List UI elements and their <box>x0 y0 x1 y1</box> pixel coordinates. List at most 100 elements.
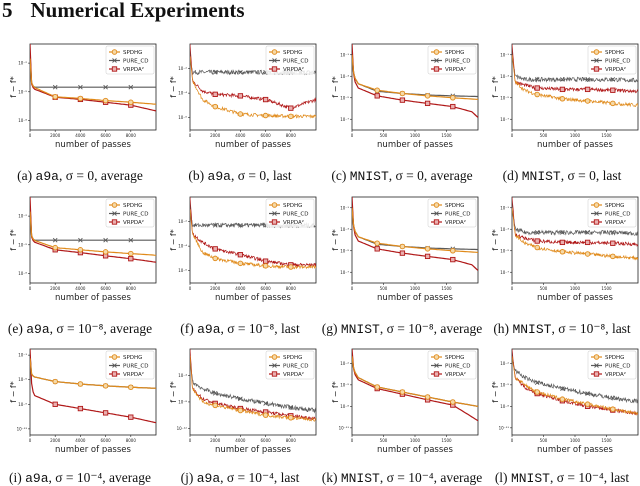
series-line-spdhg <box>352 54 478 100</box>
x-tick-label: 500 <box>540 286 548 291</box>
x-axis-label: number of passes <box>537 293 613 303</box>
marker-square <box>374 93 380 99</box>
x-tick-label: 4000 <box>75 438 86 443</box>
marker-circle <box>212 402 218 409</box>
subplot-caption: (i) a9a, σ = 10⁻⁴, average <box>9 470 151 486</box>
caption-dataset: a9a <box>35 169 59 184</box>
caption-mode: average <box>440 321 483 336</box>
marker-circle <box>593 49 600 55</box>
marker-circle <box>424 246 431 252</box>
caption-dataset: MNIST <box>521 169 561 184</box>
y-tick-label: 10⁻² <box>178 66 187 71</box>
marker-x <box>112 58 117 63</box>
x-tick-label: 6000 <box>101 286 112 291</box>
series-line-spdhg <box>352 207 478 253</box>
marker-square <box>128 256 134 262</box>
legend-label: SPDHG <box>123 50 142 56</box>
series-line-spdhg <box>512 207 638 261</box>
series-line-pure_cd <box>512 356 638 404</box>
marker-x <box>78 84 83 90</box>
marker-x <box>112 211 117 216</box>
legend-label: PURE_CD <box>283 59 308 65</box>
marker-x <box>585 77 590 82</box>
marker-square <box>262 258 269 264</box>
subplot-k: 0 500 1000 1500 10⁻¹¹ 10⁻⁸ 10⁻⁵ 10⁻² number of p… <box>322 345 482 486</box>
caption-sigma: σ = 10⁻⁴ <box>226 470 274 485</box>
y-axis-label: f − f* <box>491 229 500 250</box>
marker-x <box>288 405 294 410</box>
marker-circle <box>77 95 84 102</box>
marker-circle <box>399 90 406 97</box>
series-line-vrpda2 <box>512 44 638 94</box>
caption-label: (k) <box>321 470 338 485</box>
caption-sigma: σ = 10⁻⁸ <box>227 321 275 336</box>
subplot-caption: (j) a9a, σ = 10⁻⁴, last <box>180 470 300 486</box>
marker-circle <box>262 263 269 269</box>
x-tick-label: 1500 <box>441 286 452 291</box>
x-tick-label: 1500 <box>601 438 612 443</box>
y-tick-label: 10⁻⁵ <box>500 95 509 100</box>
series-line-vrpda2 <box>30 44 156 112</box>
marker-square <box>271 219 278 225</box>
marker-circle <box>610 406 616 412</box>
marker-x <box>585 230 590 235</box>
subplot-d: 0 500 1000 1500 10⁻⁷ 10⁻⁵ 10⁻³ 10⁻¹ number of pa… <box>482 40 640 184</box>
legend-label: PURE_CD <box>605 59 630 65</box>
subplot-a: 0 2000 4000 6000 8000 10⁻⁸ 10⁻⁵ 10⁻² number of p… <box>0 40 160 184</box>
plot-frame <box>189 196 317 284</box>
caption-label: (a) <box>17 168 33 183</box>
y-axis-label: f − f* <box>169 229 178 250</box>
marker-square <box>593 219 600 225</box>
marker-circle <box>271 354 278 360</box>
marker-circle <box>433 354 440 360</box>
legend-label: PURE_CD <box>445 364 470 370</box>
marker-x <box>610 230 616 235</box>
marker-square <box>424 253 431 260</box>
marker-x <box>560 77 565 82</box>
x-axis-label: number of passes <box>537 140 613 150</box>
marker-square <box>534 85 540 91</box>
caption-sigma: σ = 10⁻⁸ <box>386 321 434 336</box>
x-axis-label: number of passes <box>215 140 291 150</box>
series-line-spdhg <box>190 209 316 270</box>
y-tick-label: 10⁻⁸ <box>18 271 27 276</box>
y-tick-label: 10⁻³ <box>500 74 509 79</box>
subplot-b: 0 2000 4000 6000 8000 10⁻⁶ 10⁻⁴ 10⁻² number of p… <box>160 40 320 184</box>
marker-square <box>433 66 440 72</box>
marker-circle <box>212 255 218 262</box>
series-line-vrpda2 <box>512 197 638 247</box>
subplot-caption: (a) a9a, σ = 0, average <box>17 168 143 184</box>
caption-sigma: σ = 0 <box>237 168 267 183</box>
marker-circle <box>102 249 109 255</box>
section-title: Numerical Experiments <box>30 0 245 22</box>
x-axis-label: number of passes <box>55 445 131 455</box>
marker-square <box>271 66 278 72</box>
x-tick-label: 4000 <box>235 133 246 138</box>
marker-circle <box>593 354 600 360</box>
x-tick-label: 0 <box>29 286 32 291</box>
subplot-e: 0 2000 4000 6000 8000 10⁻⁸ 10⁻⁵ 10⁻² number of p… <box>0 193 160 337</box>
chart-svg: 0 2000 4000 6000 8000 10⁻⁶ 10⁻⁴ 10⁻² number of p… <box>169 196 317 303</box>
legend-label: SPDHG <box>445 355 464 361</box>
y-tick-label: 10⁻³ <box>340 227 349 232</box>
subplot-caption: (e) a9a, σ = 10⁻⁸, average <box>7 321 153 337</box>
caption-dataset: MNIST <box>349 169 389 184</box>
legend-label: VRPDA² <box>123 371 144 378</box>
y-tick-label: 10⁻³ <box>340 74 349 79</box>
marker-x <box>272 363 277 368</box>
x-tick-label: 0 <box>351 133 354 138</box>
marker-circle <box>584 98 591 104</box>
x-tick-label: 500 <box>540 133 548 138</box>
x-tick-label: 8000 <box>286 438 297 443</box>
marker-circle <box>102 383 109 389</box>
y-tick-label: 10⁻¹ <box>500 52 509 57</box>
x-tick-label: 8000 <box>286 286 297 291</box>
marker-x <box>594 363 599 368</box>
x-tick-label: 1000 <box>570 133 581 138</box>
marker-circle <box>212 103 218 110</box>
